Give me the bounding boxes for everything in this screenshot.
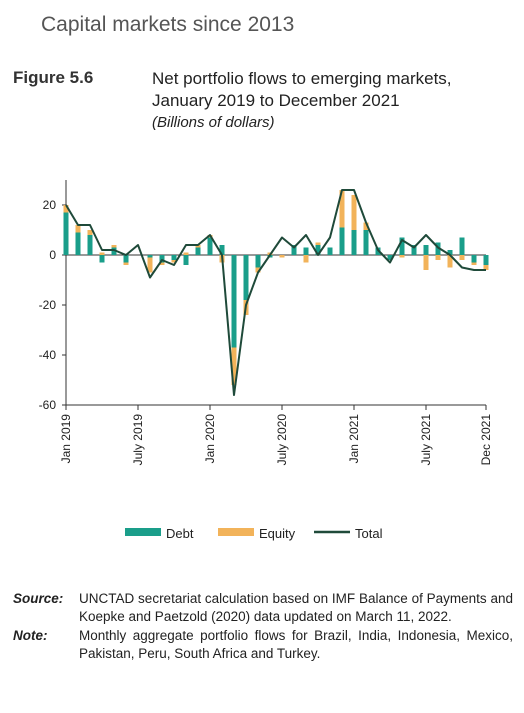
section-title: Capital markets since 2013 (41, 13, 295, 36)
equity-bar (231, 347, 237, 385)
equity-bar (159, 262, 165, 265)
debt-bar (195, 247, 201, 255)
debt-bar (435, 242, 441, 255)
legend-equity-swatch (218, 528, 254, 536)
y-tick-label: 0 (49, 248, 56, 262)
debt-bar (459, 237, 465, 255)
legend-debt-swatch (125, 528, 161, 536)
y-tick-label: -60 (39, 398, 57, 412)
debt-bar (315, 245, 321, 255)
equity-bar (99, 252, 105, 255)
equity-bar (339, 190, 345, 228)
legend-total-label: Total (355, 526, 383, 541)
equity-bar (279, 255, 285, 258)
x-tick-label: July 2021 (419, 414, 433, 466)
figure-label: Figure 5.6 (13, 68, 94, 87)
debt-bar (351, 230, 357, 255)
debt-bar (99, 255, 105, 263)
debt-bar (471, 255, 477, 263)
equity-bar (447, 255, 453, 268)
equity-bar (75, 225, 81, 233)
debt-bar (207, 237, 213, 255)
total-line (65, 189, 486, 396)
equity-bar (123, 262, 129, 265)
equity-bar (111, 245, 117, 248)
debt-bar (87, 235, 93, 255)
equity-bar (147, 257, 153, 273)
note-row: Note: Monthly aggregate portfolio flows … (13, 627, 513, 663)
debt-bar (171, 255, 177, 260)
x-tick-label: Jan 2019 (59, 414, 73, 464)
y-tick-label: -40 (39, 348, 57, 362)
x-tick-label: July 2020 (275, 414, 289, 466)
equity-bar (363, 222, 369, 230)
debt-bar (159, 255, 165, 263)
debt-bar (231, 255, 237, 348)
debt-bar (123, 255, 129, 263)
debt-bar (399, 237, 405, 255)
equity-bar (351, 195, 357, 230)
equity-bar (63, 205, 69, 213)
figure-title-line2: January 2019 to December 2021 (152, 91, 400, 110)
equity-bar (435, 255, 441, 260)
equity-bar (87, 230, 93, 235)
equity-bar (315, 242, 321, 245)
source-text: UNCTAD secretariat calculation based on … (79, 591, 513, 624)
debt-bar (363, 230, 369, 255)
equity-bar (171, 260, 177, 263)
debt-bar (423, 245, 429, 255)
legend-equity-label: Equity (259, 526, 296, 541)
equity-bar (459, 255, 465, 260)
debt-bar (327, 247, 333, 255)
debt-bar (219, 245, 225, 255)
debt-bar (411, 245, 417, 255)
equity-bar (195, 245, 201, 248)
debt-bar (183, 255, 189, 265)
debt-bar (303, 247, 309, 255)
x-tick-label: Jan 2020 (203, 414, 217, 464)
y-tick-label: 20 (43, 198, 57, 212)
source-label: Source: (13, 591, 64, 606)
figure-title-line1: Net portfolio flows to emerging markets, (152, 69, 452, 88)
debt-bar (75, 232, 81, 255)
debt-bar (63, 212, 69, 255)
figure-title: Net portfolio flows to emerging markets,… (152, 68, 512, 134)
y-tick-label: -20 (39, 298, 57, 312)
equity-bar (471, 262, 477, 265)
equity-bar (255, 267, 261, 273)
debt-bar (483, 255, 489, 265)
x-tick-label: Jan 2021 (347, 414, 361, 464)
bars-layer (63, 190, 489, 385)
debt-bar (339, 227, 345, 255)
x-tick-label: July 2019 (131, 414, 145, 466)
debt-bar (147, 255, 153, 258)
source-row: Source: UNCTAD secretariat calculation b… (13, 590, 513, 626)
figure-unit: (Billions of dollars) (152, 114, 275, 131)
equity-bar (483, 265, 489, 270)
equity-bar (399, 255, 405, 258)
figure-notes: Source: UNCTAD secretariat calculation b… (13, 590, 513, 664)
debt-bar (255, 255, 261, 268)
debt-bar (111, 247, 117, 255)
legend-debt-label: Debt (166, 526, 194, 541)
debt-bar (447, 250, 453, 255)
debt-bar (291, 245, 297, 255)
total-line-layer (65, 189, 486, 396)
debt-bar (387, 255, 393, 260)
equity-bar (423, 255, 429, 270)
note-text: Monthly aggregate portfolio flows for Br… (79, 628, 513, 661)
debt-bar (243, 255, 249, 300)
equity-bar (183, 252, 189, 255)
x-tick-label: Dec 2021 (479, 414, 493, 466)
equity-bar (303, 255, 309, 263)
legend: Debt Equity Total (125, 526, 383, 541)
note-label: Note: (13, 628, 48, 643)
